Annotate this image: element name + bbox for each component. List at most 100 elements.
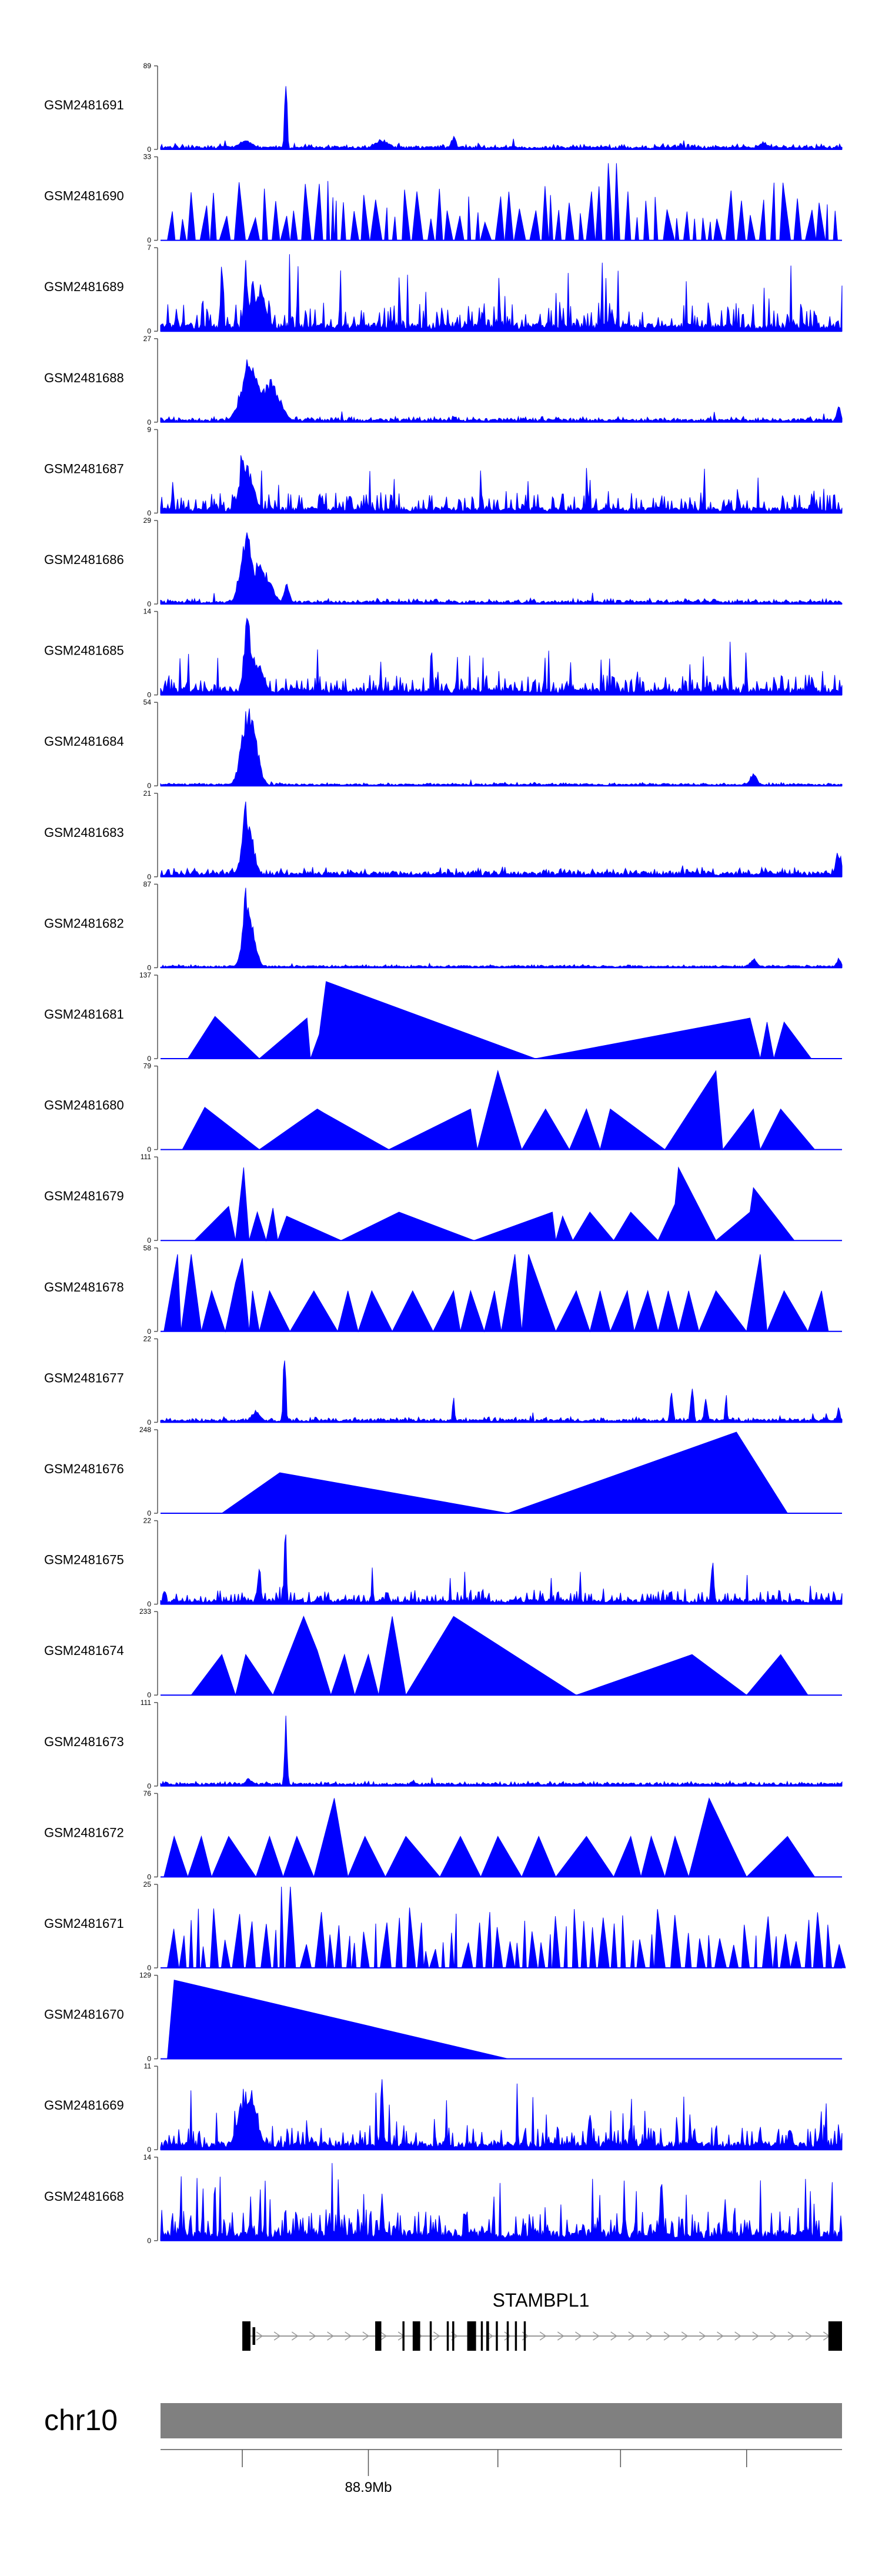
track-GSM2481670: GSM2481670 129 0 [44,1971,842,2063]
track-label: GSM2481673 [44,1734,124,1749]
coverage-area [160,455,843,513]
track-GSM2481668: GSM2481668 14 0 [44,2153,843,2245]
track-GSM2481685: GSM2481685 14 0 [44,608,843,699]
y-tick-min-label: 0 [147,1055,151,1063]
genomic-axis-tick-label: 88.9Mb [345,2480,392,2495]
y-tick-max-label: 33 [143,153,152,161]
gene-exon [412,2321,420,2351]
gene-exon [242,2321,250,2351]
y-tick-max-label: 129 [139,1971,151,1980]
strand-arrow [309,2331,316,2341]
y-tick-max-label: 29 [143,516,152,525]
gene-annotation-track: STAMBPL1 [242,2290,842,2351]
track-GSM2481671: GSM2481671 25 0 [44,1880,846,1972]
strand-arrow [787,2331,795,2341]
track-label: GSM2481680 [44,1098,124,1113]
y-tick-min-label: 0 [147,782,151,790]
strand-arrow [717,2331,724,2341]
coverage-area [160,1360,843,1423]
coverage-area [182,1069,816,1151]
track-GSM2481669: GSM2481669 11 0 [44,2062,843,2154]
gene-exon [375,2321,382,2351]
y-tick-max-label: 22 [143,1334,152,1343]
track-label: GSM2481677 [44,1370,124,1385]
track-GSM2481681: GSM2481681 137 0 [44,971,842,1063]
strand-arrow [681,2331,689,2341]
y-tick-max-label: 27 [143,335,152,343]
gene-exon [480,2321,483,2351]
track-GSM2481680: GSM2481680 79 0 [44,1062,842,1154]
strand-arrow [699,2331,706,2341]
y-tick-max-label: 111 [141,1153,152,1161]
y-tick-min-label: 0 [147,2055,151,2063]
y-tick-max-label: 25 [143,1880,152,1888]
strand-arrow [256,2331,263,2341]
gene-exon [514,2321,517,2351]
track-label: GSM2481675 [44,1553,124,1567]
track-GSM2481675: GSM2481675 22 0 [44,1517,843,1609]
track-GSM2481677: GSM2481677 22 0 [44,1334,843,1426]
y-tick-max-label: 79 [143,1062,152,1070]
gene-label: STAMBPL1 [493,2290,590,2311]
track-label: GSM2481678 [44,1280,124,1294]
track-label: GSM2481689 [44,279,124,294]
track-label: GSM2481683 [44,825,124,840]
strand-arrow [752,2331,760,2341]
strand-arrow [734,2331,741,2341]
y-tick-min-label: 0 [147,1146,151,1154]
coverage-area [160,708,843,786]
y-tick-min-label: 0 [147,963,151,972]
coverage-tracks: GSM2481691890GSM2481690330GSM248168970GS… [44,62,846,2245]
strand-arrow [380,2331,387,2341]
y-tick-max-label: 7 [147,243,151,252]
y-tick-min-label: 0 [147,2237,151,2245]
y-tick-min-label: 0 [147,1691,151,1699]
strand-arrow [433,2331,440,2341]
coverage-area [160,359,843,423]
gene-exon [506,2321,509,2351]
gene-exon [402,2321,405,2351]
y-tick-min-label: 0 [147,236,151,245]
track-label: GSM2481679 [44,1189,124,1203]
coverage-area [161,163,842,241]
y-tick-min-label: 0 [147,1782,151,1790]
y-tick-min-label: 0 [147,509,151,517]
track-GSM2481684: GSM2481684 54 0 [44,698,843,790]
y-tick-min-label: 0 [147,145,151,154]
y-tick-min-label: 0 [147,418,151,426]
track-GSM2481673: GSM2481673 111 0 [44,1699,843,1790]
coverage-area [161,1886,846,1968]
track-GSM2481676: GSM2481676 248 0 [44,1426,842,1517]
y-tick-max-label: 58 [143,1244,152,1252]
chromosome-label: chr10 [44,2404,118,2437]
y-tick-max-label: 111 [141,1699,152,1707]
coverage-area [220,1432,789,1514]
coverage-area [191,1615,808,1696]
track-GSM2481679: GSM2481679 111 0 [44,1153,842,1244]
track-label: GSM2481688 [44,371,124,385]
coverage-area [167,1980,509,2060]
strand-arrow [770,2331,777,2341]
coverage-area [160,887,843,968]
coverage-area [193,1166,795,1242]
strand-arrow [805,2331,813,2341]
y-tick-max-label: 89 [143,62,152,70]
y-tick-min-label: 0 [147,1236,151,1244]
track-label: GSM2481676 [44,1461,124,1476]
y-tick-min-label: 0 [147,1327,151,1336]
y-tick-max-label: 22 [143,1517,152,1525]
strand-arrow [504,2331,512,2341]
y-tick-max-label: 87 [143,880,152,888]
coverage-area [187,981,812,1059]
coverage-area [160,86,843,150]
strand-arrow [291,2331,299,2341]
gene-exon [496,2321,498,2351]
coverage-area [160,2163,843,2241]
chromosome-axis-track: chr10 88.9Mb [44,2403,842,2495]
coverage-area [160,1716,843,1787]
track-label: GSM2481691 [44,98,124,112]
coverage-area [160,617,843,696]
strand-arrow [362,2331,370,2341]
strand-arrow [539,2331,547,2341]
track-GSM2481683: GSM2481683 21 0 [44,789,843,881]
